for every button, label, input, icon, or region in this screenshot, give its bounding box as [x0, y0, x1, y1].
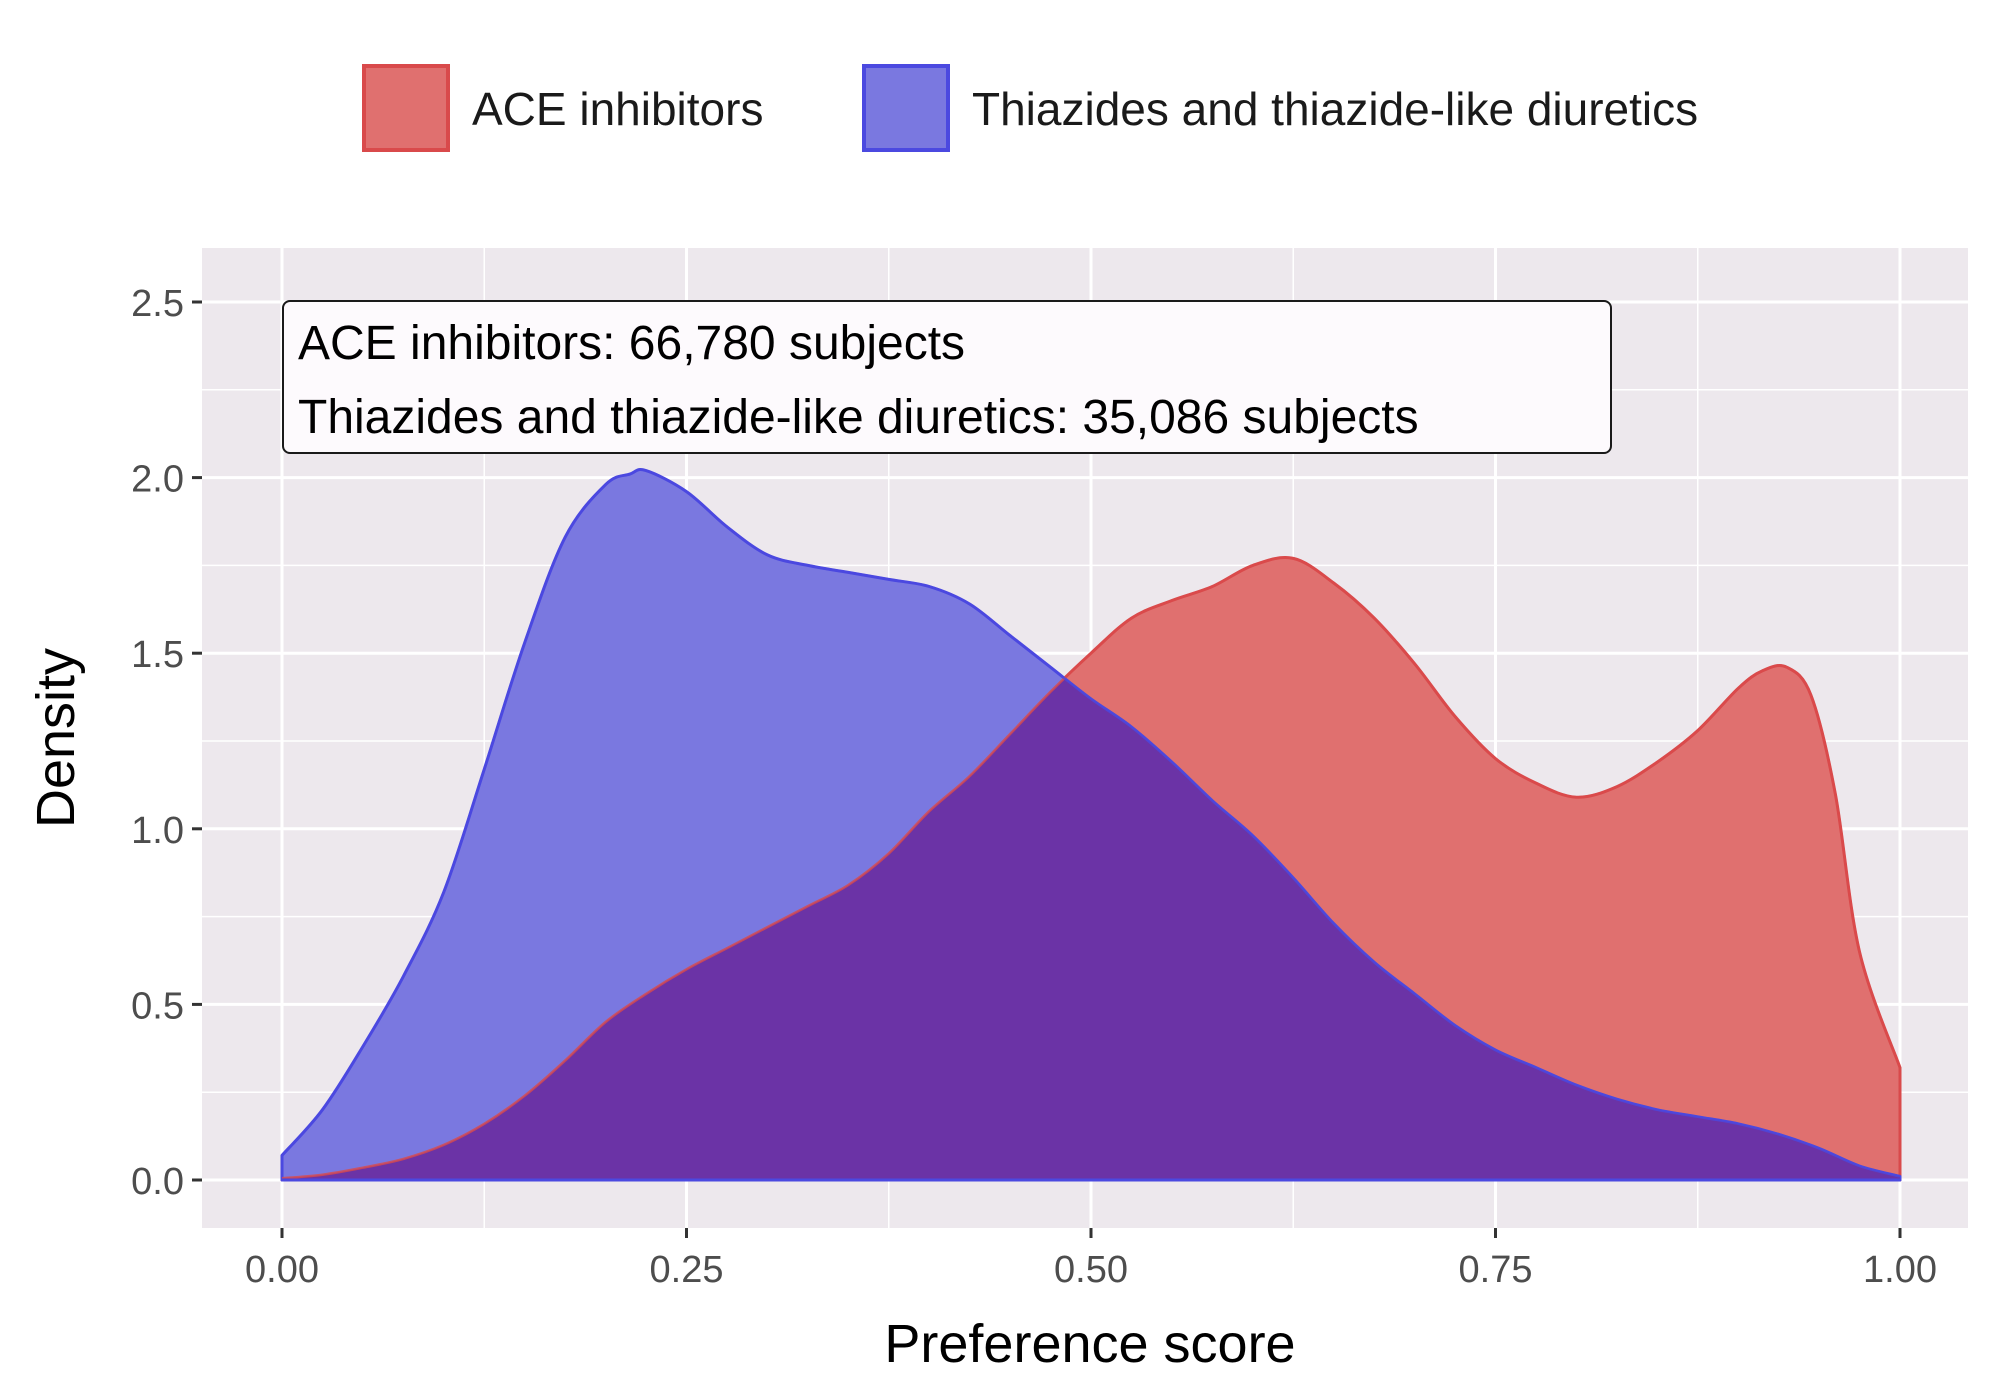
x-tick-label: 0.50 [1054, 1249, 1128, 1291]
annotation-line-ace: ACE inhibitors: 66,780 subjects [298, 317, 966, 370]
y-tick-label: 0.0 [131, 1161, 184, 1203]
legend-label-ace-inhibitors: ACE inhibitors [472, 83, 764, 135]
y-tick-label: 1.5 [131, 634, 184, 676]
x-tick-label: 0.00 [245, 1249, 319, 1291]
x-tick-label: 0.75 [1459, 1249, 1533, 1291]
y-tick-label: 2.5 [131, 283, 184, 325]
subject-count-annotation: ACE inhibitors: 66,780 subjects Thiazide… [282, 300, 1612, 454]
legend-key-thiazides [862, 64, 950, 152]
density-outline-thiazides [281, 468, 1901, 1178]
x-tick-label: 1.00 [1863, 1249, 1937, 1291]
legend-label-thiazides: Thiazides and thiazide-like diuretics [972, 83, 1699, 135]
legend: ACE inhibitors Thiazides and thiazide-li… [0, 60, 2000, 160]
legend-key-ace-inhibitors [362, 64, 450, 152]
annotation-line-thiazides: Thiazides and thiazide-like diuretics: 3… [298, 391, 1419, 444]
y-axis-title: Density [26, 648, 86, 828]
x-tick-label: 0.25 [650, 1249, 724, 1291]
y-tick-label: 2.0 [131, 459, 184, 501]
y-tick-label: 1.0 [131, 810, 184, 852]
y-tick-label: 0.5 [131, 985, 184, 1027]
density-outline-ace-inhibitors [281, 556, 1902, 1180]
x-axis-title: Preference score [884, 1314, 1295, 1374]
